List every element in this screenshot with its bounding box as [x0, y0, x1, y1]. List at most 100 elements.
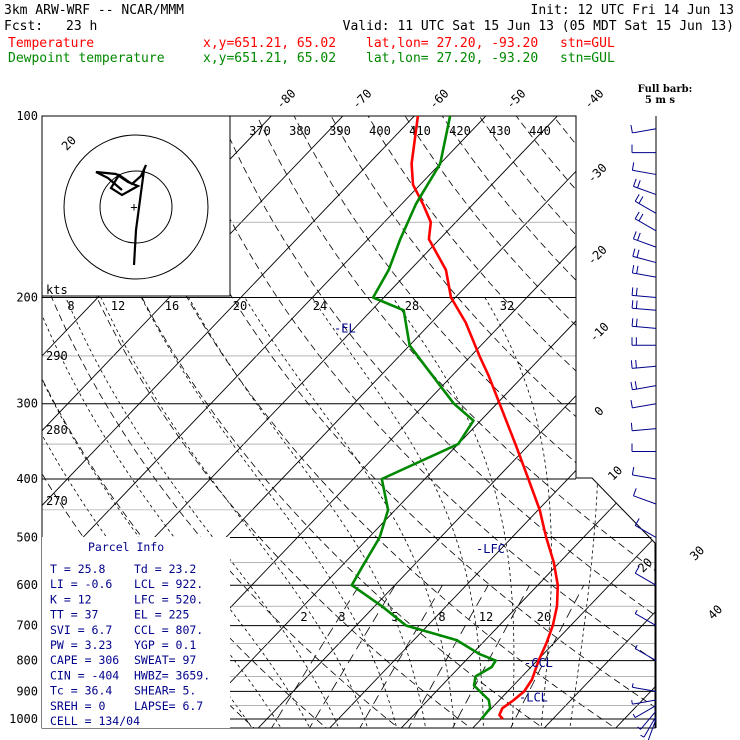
- wind-barb-staff: [632, 325, 657, 329]
- wind-barb-staff: [632, 385, 657, 391]
- wind-barb-flag: [631, 287, 634, 296]
- wind-barb: [631, 683, 657, 692]
- mixing-ratio-line: [406, 585, 489, 728]
- wind-barb-flag: [632, 488, 637, 496]
- dewpoint-curve: [350, 116, 497, 720]
- wind-barb-staff: [632, 365, 657, 369]
- wind-barb-flag: [635, 318, 638, 327]
- theta-label: 400: [369, 124, 391, 138]
- dry-adiabat-line: [701, 116, 740, 732]
- parcel-info-right: CCL = 807.: [134, 623, 203, 637]
- parcel-info-title: Parcel Info: [88, 540, 164, 554]
- theta-e-label: 270: [46, 494, 68, 508]
- level-label-ccl: -CCL: [524, 656, 553, 670]
- wind-barb: [630, 399, 657, 409]
- dewpoint-latlon: lat,lon= 27.20, -93.20: [366, 51, 538, 66]
- wind-barb: [631, 443, 656, 452]
- isotherm-label: 0: [592, 404, 607, 419]
- wind-barb-staff: [632, 128, 657, 134]
- wind-barb-flag: [634, 381, 638, 390]
- wind-barb: [630, 422, 657, 432]
- wind-barb: [631, 318, 657, 329]
- wind-barb-flag: [635, 359, 637, 368]
- pressure-tick-label: 400: [16, 472, 38, 486]
- isotherm-label: -80: [273, 86, 298, 111]
- wind-barb-flag: [637, 180, 641, 189]
- mixing-ratio-label: 20: [233, 299, 247, 313]
- wind-barb-halfflag: [637, 726, 641, 730]
- sounding-curves: [350, 116, 560, 720]
- hodograph-ring-outer: [63, 134, 209, 280]
- pressure-tick-label: 100: [16, 109, 38, 123]
- hodograph: 20 + kts: [41, 115, 231, 297]
- wind-barb-flag: [638, 196, 644, 204]
- wind-barb-staff: [634, 613, 657, 627]
- hodograph-trace: [95, 164, 148, 266]
- isotherm-label: -30: [585, 161, 610, 186]
- mixing-ratio-label: 8: [67, 299, 74, 313]
- wind-barb: [634, 609, 657, 627]
- wind-barb: [634, 518, 657, 538]
- wind-barb-staff: [634, 648, 657, 661]
- isotherm-line: [540, 116, 655, 728]
- wind-barb-flag: [630, 381, 633, 390]
- wind-barb: [634, 644, 657, 661]
- parcel-level-labels: -EL -LFC -CCL -LCL: [334, 321, 553, 704]
- wind-barb: [632, 248, 657, 264]
- wind-barb-staff: [634, 200, 657, 214]
- dry-adiabat-line: [145, 116, 655, 728]
- wind-barb: [640, 716, 657, 738]
- parcel-info-right: HWBZ= 3659.: [134, 668, 210, 682]
- parcel-info-right: LCL = 922.: [134, 577, 203, 591]
- hodograph-center-mark: +: [130, 200, 137, 214]
- isotherm-label: -70: [349, 86, 374, 111]
- wind-barb-staff: [633, 495, 657, 505]
- wind-barb: [634, 566, 657, 586]
- wind-barb-flag: [634, 518, 640, 526]
- level-label-el: -EL: [334, 321, 356, 335]
- moist-adiabat-line: [244, 297, 456, 728]
- isotherm-label: 40: [705, 602, 725, 622]
- temperature-legend: Temperature: [8, 36, 94, 51]
- parcel-info-right: SWEAT= 97: [134, 653, 196, 667]
- theta-label: 440: [529, 124, 551, 138]
- wind-barb-staff: [632, 428, 657, 432]
- valid-time: Valid: 11 UTC Sat 15 Jun 13 (05 MDT Sat …: [343, 19, 734, 34]
- wind-barb-halfflag: [634, 644, 638, 649]
- pressure-tick-label: 900: [16, 684, 38, 698]
- theta-e-label: 290: [46, 349, 68, 363]
- parcel-info-left: T = 25.8: [50, 562, 105, 576]
- wind-barb-flag: [631, 300, 634, 309]
- dry-adiabat-line: [367, 116, 655, 728]
- wind-barb-staff: [634, 525, 657, 538]
- isotherm-line: [254, 116, 655, 728]
- dry-adiabat-line: [478, 116, 655, 728]
- wind-barb-flag: [636, 249, 640, 258]
- dry-adiabat-line: [441, 116, 655, 728]
- parcel-info-left: Tc = 36.4: [50, 684, 112, 698]
- wind-barb-flag: [635, 300, 638, 309]
- parcel-info-right: LFC = 520.: [134, 592, 203, 606]
- theta-label: 370: [249, 124, 271, 138]
- parcel-info-left: PW = 3.23: [50, 638, 112, 652]
- diagram-background-lines: [42, 116, 740, 732]
- wind-barb-flag: [637, 232, 641, 241]
- wind-barb-staff: [634, 705, 657, 719]
- isotherm-label: 10: [605, 463, 625, 483]
- wind-barb: [631, 287, 657, 299]
- wind-barb-staff: [647, 718, 657, 740]
- mixing-ratio-label: 8: [438, 610, 445, 624]
- mixing-ratio-label: 3: [338, 610, 345, 624]
- pressure-tick-label: 500: [16, 530, 38, 544]
- pressure-tick-label: 800: [16, 654, 38, 668]
- parcel-info-panel: Parcel Info T = 25.8 Td = 23.2 LI = -0.6 LC…: [42, 537, 230, 728]
- isotherm-line: [42, 116, 356, 728]
- wind-barb-staff: [632, 294, 657, 299]
- wind-barb-flag: [632, 248, 636, 257]
- wind-barb-flag: [631, 466, 635, 475]
- isotherm-line: [468, 116, 655, 728]
- dry-adiabat-line: [515, 116, 655, 728]
- theta-label: 430: [489, 124, 511, 138]
- forecast-label: Fcst:: [4, 19, 43, 34]
- mixing-ratio-line: [268, 584, 360, 728]
